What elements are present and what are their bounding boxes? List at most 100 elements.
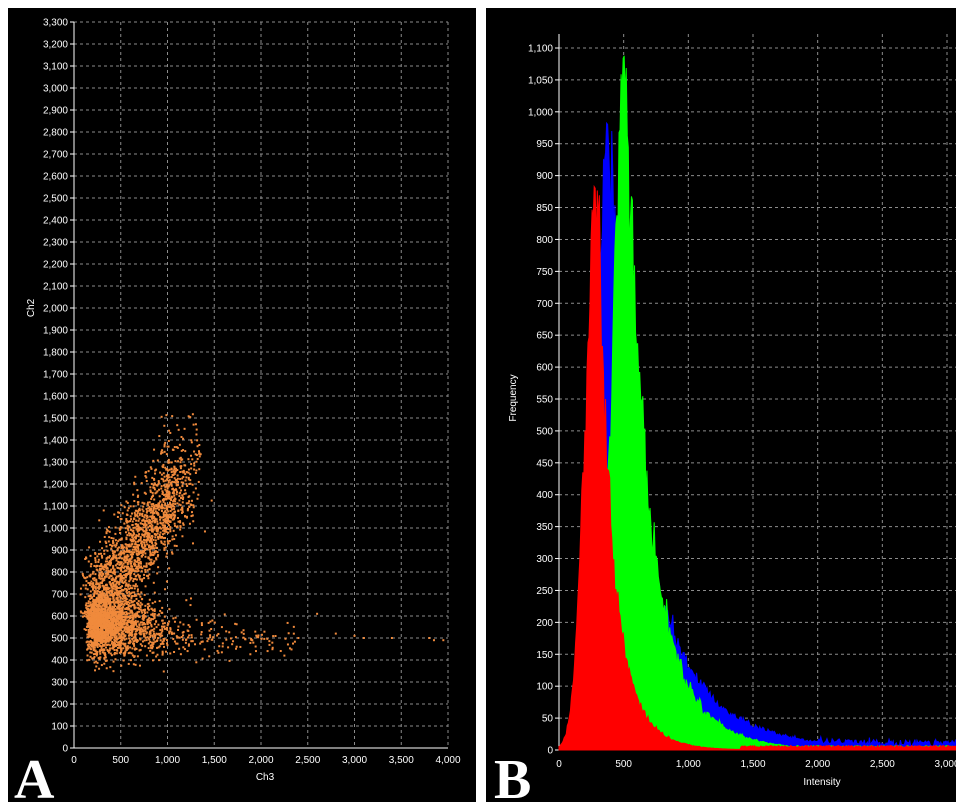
scatter-point bbox=[149, 490, 152, 493]
scatter-point bbox=[101, 567, 104, 570]
scatter-point bbox=[122, 652, 125, 655]
scatter-point bbox=[151, 520, 154, 523]
y-tick-label: 1,800 bbox=[43, 348, 68, 359]
scatter-point bbox=[155, 557, 158, 560]
scatter-point bbox=[92, 625, 95, 628]
scatter-point bbox=[121, 630, 124, 633]
scatter-point bbox=[127, 601, 130, 604]
scatter-point bbox=[123, 620, 126, 623]
scatter-point bbox=[161, 490, 164, 493]
scatter-point bbox=[185, 599, 188, 602]
scatter-point bbox=[113, 591, 116, 594]
scatter-point bbox=[149, 508, 152, 511]
scatter-point bbox=[112, 584, 115, 587]
scatter-point bbox=[150, 613, 153, 616]
scatter-point bbox=[163, 520, 166, 523]
scatter-point bbox=[157, 513, 160, 516]
scatter-point bbox=[148, 638, 151, 641]
y-tick-label: 550 bbox=[536, 395, 553, 406]
scatter-point bbox=[132, 531, 135, 534]
scatter-point bbox=[271, 646, 274, 649]
scatter-point bbox=[94, 638, 97, 641]
scatter-point bbox=[175, 642, 178, 645]
scatter-point bbox=[154, 527, 157, 530]
scatter-point bbox=[176, 516, 179, 519]
scatter-point bbox=[133, 591, 136, 594]
scatter-point bbox=[147, 625, 150, 628]
scatter-point bbox=[119, 611, 122, 614]
scatter-point bbox=[116, 611, 119, 614]
scatter-point bbox=[110, 624, 113, 627]
scatter-point bbox=[151, 511, 154, 514]
scatter-point bbox=[151, 524, 154, 527]
scatter-point bbox=[120, 537, 123, 540]
scatter-point bbox=[126, 619, 129, 622]
scatter-point bbox=[100, 596, 103, 599]
scatter-point bbox=[173, 620, 176, 623]
scatter-point bbox=[117, 637, 120, 640]
scatter-point bbox=[88, 643, 91, 646]
scatter-point bbox=[235, 623, 238, 626]
y-tick-label: 1,300 bbox=[43, 458, 68, 469]
scatter-point bbox=[199, 453, 202, 456]
scatter-point bbox=[112, 610, 115, 613]
scatter-point bbox=[115, 554, 118, 557]
scatter-point bbox=[110, 558, 113, 561]
scatter-point bbox=[143, 533, 146, 536]
scatter-point bbox=[194, 643, 197, 646]
scatter-point bbox=[182, 437, 185, 440]
scatter-point bbox=[234, 636, 237, 639]
scatter-point bbox=[166, 489, 169, 492]
scatter-point bbox=[106, 573, 109, 576]
scatter-point bbox=[98, 573, 101, 576]
scatter-point bbox=[168, 468, 171, 471]
scatter-point bbox=[174, 481, 177, 484]
scatter-point bbox=[158, 495, 161, 498]
scatter-point bbox=[151, 651, 154, 654]
scatter-point bbox=[111, 571, 114, 574]
scatter-point bbox=[98, 613, 101, 616]
scatter-point bbox=[120, 552, 123, 555]
scatter-point bbox=[100, 634, 103, 637]
scatter-point bbox=[143, 543, 146, 546]
scatter-point bbox=[132, 526, 135, 529]
y-tick-label: 3,100 bbox=[43, 62, 68, 73]
scatter-point bbox=[158, 435, 161, 438]
scatter-point bbox=[121, 611, 124, 614]
scatter-point bbox=[174, 510, 177, 513]
scatter-point bbox=[128, 599, 131, 602]
scatter-point bbox=[110, 634, 113, 637]
scatter-point bbox=[107, 561, 110, 564]
scatter-point bbox=[242, 636, 245, 639]
scatter-point bbox=[173, 524, 176, 527]
scatter-point bbox=[144, 549, 147, 552]
scatter-point bbox=[190, 439, 193, 442]
scatter-point bbox=[114, 631, 117, 634]
scatter-point bbox=[111, 613, 114, 616]
scatter-point bbox=[150, 629, 153, 632]
scatter-point bbox=[169, 528, 172, 531]
scatter-point bbox=[176, 474, 179, 477]
scatter-point bbox=[129, 610, 132, 613]
scatter-point bbox=[94, 590, 97, 593]
scatter-point bbox=[154, 636, 157, 639]
scatter-point bbox=[100, 613, 103, 616]
scatter-point bbox=[115, 616, 118, 619]
scatter-point bbox=[112, 567, 115, 570]
scatter-point bbox=[93, 610, 96, 613]
scatter-point bbox=[153, 512, 156, 515]
scatter-point bbox=[115, 622, 118, 625]
scatter-point bbox=[85, 584, 88, 587]
scatter-point bbox=[130, 604, 133, 607]
scatter-point bbox=[210, 499, 213, 502]
scatter-point bbox=[98, 630, 101, 633]
scatter-point bbox=[271, 648, 274, 651]
scatter-point bbox=[151, 612, 154, 615]
scatter-point bbox=[178, 457, 181, 460]
scatter-point bbox=[171, 538, 174, 541]
scatter-point bbox=[113, 573, 116, 576]
scatter-point bbox=[129, 545, 132, 548]
scatter-point bbox=[101, 584, 104, 587]
scatter-point bbox=[137, 563, 140, 566]
scatter-point bbox=[179, 521, 182, 524]
